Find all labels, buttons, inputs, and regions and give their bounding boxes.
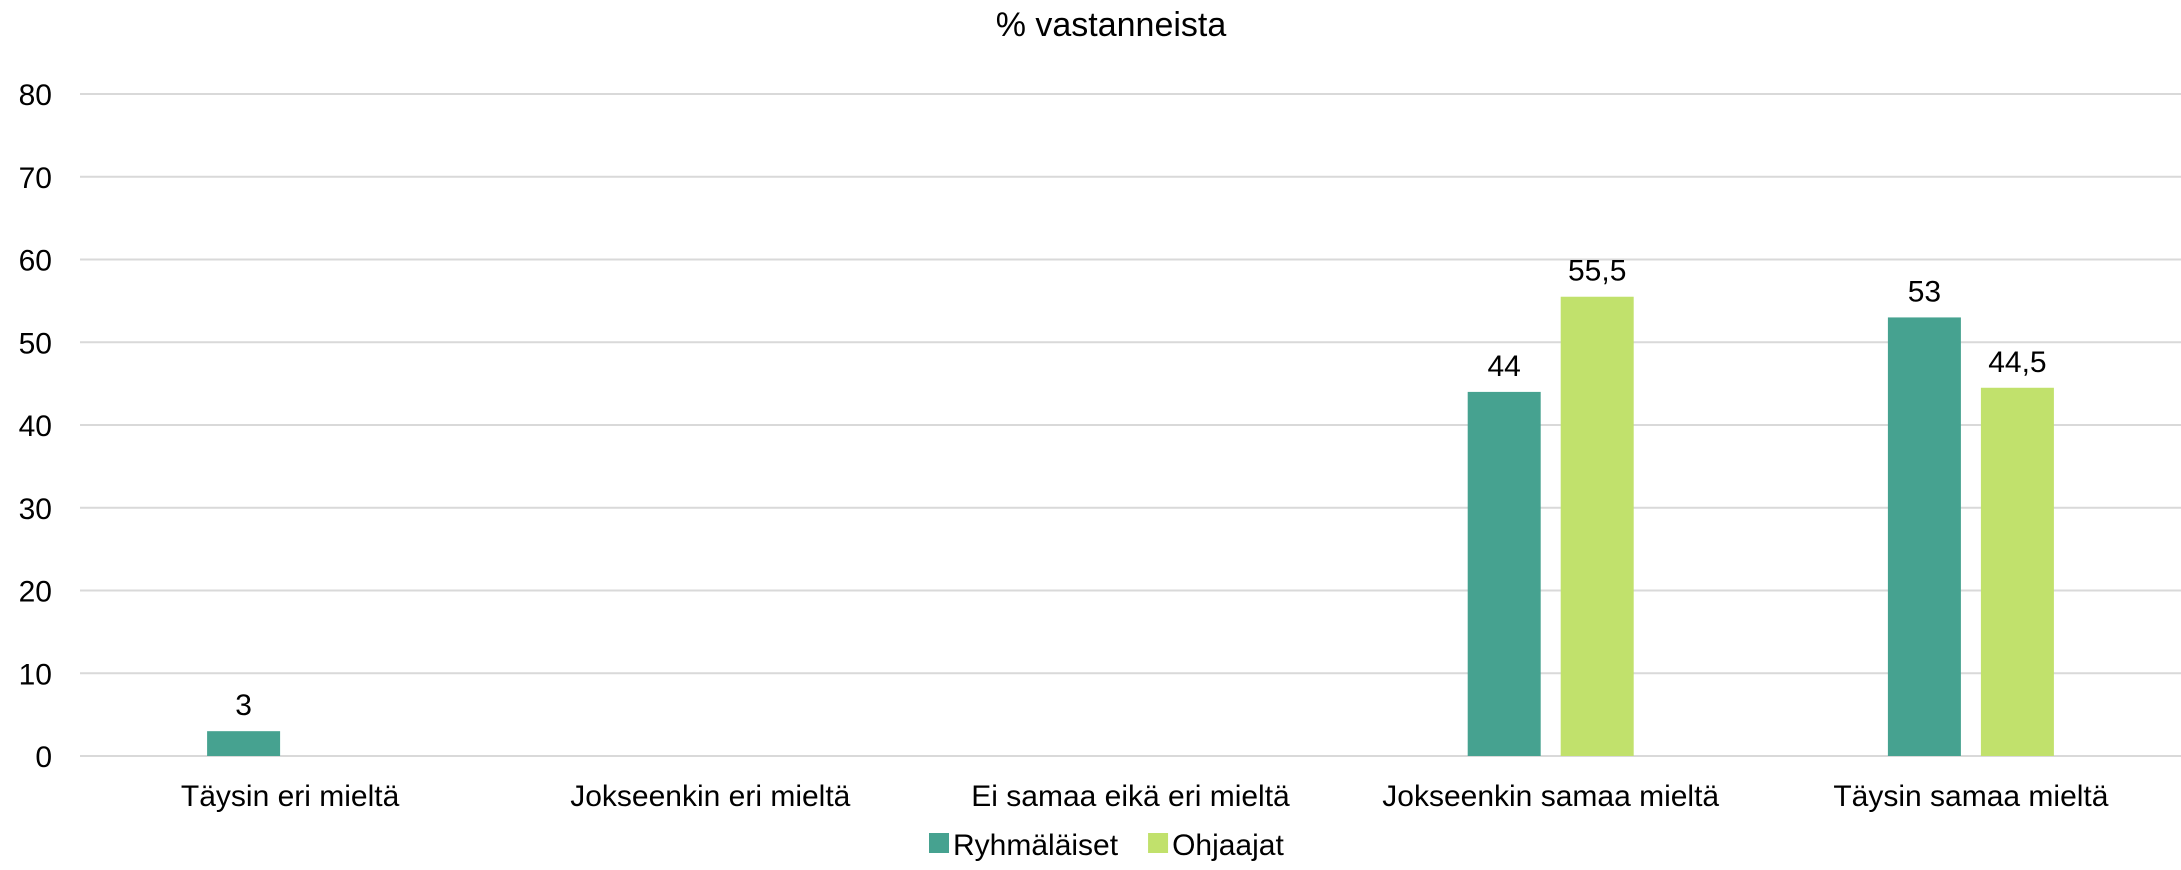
data-label: 44,5 [1988, 346, 2046, 379]
legend: Ryhmäläiset Ohjaajat [929, 829, 1284, 862]
category-label: Jokseenkin samaa mieltä [1382, 780, 1719, 813]
y-tick-label: 40 [19, 410, 52, 443]
chart-title: % vastanneista [996, 6, 1227, 44]
y-tick-label: 50 [19, 327, 52, 360]
legend-swatch [1148, 833, 1169, 853]
data-label: 55,5 [1568, 255, 1626, 288]
y-tick-label: 80 [19, 79, 52, 112]
y-tick-label: 70 [19, 162, 52, 195]
legend-label: Ryhmäläiset [953, 829, 1119, 862]
bar [207, 731, 281, 756]
data-label: 44 [1488, 350, 1521, 383]
y-tick-label: 0 [35, 741, 52, 774]
data-label: 53 [1908, 275, 1941, 308]
y-axis-ticks: 0 10 20 30 40 50 60 70 80 [19, 79, 52, 774]
category-labels: Täysin eri mieltä Jokseenkin eri mieltä Ei… [181, 780, 2109, 813]
gridlines [80, 93, 2181, 757]
bar [1560, 296, 1634, 756]
category-label: Ei samaa eikä eri mieltä [971, 780, 1290, 813]
data-label: 3 [235, 689, 252, 722]
y-tick-label: 30 [19, 493, 52, 526]
legend-swatch [929, 833, 949, 853]
data-labels: 3 44 55,5 53 44,5 [235, 255, 2046, 722]
y-tick-label: 60 [19, 245, 52, 278]
y-tick-label: 10 [19, 658, 52, 691]
bar [1467, 391, 1541, 756]
bar [1980, 387, 2054, 756]
category-label: Täysin eri mieltä [181, 780, 400, 813]
category-label: Täysin samaa mieltä [1833, 780, 2108, 813]
bar [1887, 317, 1961, 756]
legend-label: Ohjaajat [1172, 829, 1284, 862]
category-label: Jokseenkin eri mieltä [570, 780, 850, 813]
bars [207, 296, 2054, 756]
y-tick-label: 20 [19, 576, 52, 609]
